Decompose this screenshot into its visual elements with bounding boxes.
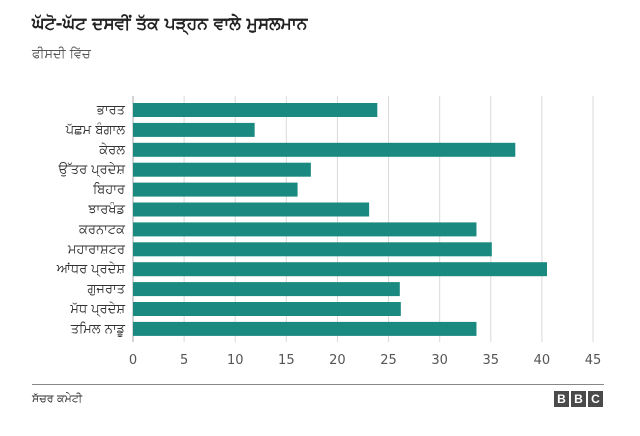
category-label: ਉੱਤਰ ਪ੍ਰਦੇਸ਼ (57, 163, 125, 179)
category-label: ਆਂਧਰ ਪ੍ਰਦੇਸ਼ (56, 262, 126, 278)
category-label: ਮਹਾਰਾਸ਼ਟਰ (67, 242, 126, 257)
category-label: ਕਰਨਾਟਕ (78, 222, 126, 237)
category-label: ਝਾਰਖੰਡ (87, 202, 125, 218)
x-tick-label: 0 (129, 353, 137, 368)
category-label: ਮੱਧ ਪ੍ਰਦੇਸ਼ (69, 302, 125, 318)
bbc-logo: B B C (554, 391, 603, 407)
category-label: ਗੁਜਰਾਤ (86, 282, 125, 297)
x-tick-label: 30 (431, 353, 448, 368)
bar (133, 282, 400, 297)
x-tick-label: 45 (585, 353, 602, 368)
bar (133, 222, 477, 237)
gridlines (132, 96, 594, 342)
category-label: ਬਿਹਾਰ (92, 183, 126, 198)
bar (133, 302, 401, 316)
chart-subtitle: ਫੀਸਦੀ ਵਿੱਚ (32, 47, 91, 62)
bar (133, 262, 547, 277)
bars (133, 103, 547, 336)
category-label: ਭਾਰਤ (96, 103, 126, 118)
bbc-logo-letter: C (588, 391, 603, 407)
bar (133, 122, 255, 137)
bar (133, 321, 477, 336)
source-text: ਸੱਚਰ ਕਮੇਟੀ (32, 392, 83, 405)
x-tick-label: 15 (278, 353, 295, 368)
bar (133, 202, 370, 217)
bar (133, 162, 311, 177)
bar (133, 182, 298, 197)
x-tick-labels: 0 5 10 15 20 25 30 35 40 45 (129, 353, 601, 368)
x-tick-label: 40 (534, 353, 551, 368)
x-tick-label: 10 (227, 353, 244, 368)
bbc-logo-letter: B (554, 391, 569, 407)
bar (133, 242, 492, 257)
category-labels: ਭਾਰਤ ਪੱਛਮ ਬੰਗਾਲ ਕੇਰਲ ਉੱਤਰ ਪ੍ਰਦੇਸ਼ ਬਿਹਾਰ ਝਾਰਖੰ… (56, 103, 126, 337)
x-tick-label: 5 (180, 353, 188, 368)
footer-divider (32, 384, 604, 385)
bbc-logo-letter: B (571, 391, 586, 407)
category-label: ਕੇਰਲ (98, 143, 125, 158)
x-tick-label: 20 (329, 353, 346, 368)
bar (133, 142, 516, 157)
bar (133, 103, 378, 117)
x-tick-label: 35 (483, 353, 500, 368)
x-tick-label: 25 (380, 353, 397, 368)
category-label: ਤਮਿਲ ਨਾਡੂ (70, 322, 126, 337)
category-label: ਪੱਛਮ ਬੰਗਾਲ (65, 122, 125, 138)
chart-title: ਘੱਟੋ-ਘੱਟ ਦਸਵੀਂ ਤੱਕ ਪੜ੍ਹਨ ਵਾਲੇ ਮੁਸਲਮਾਨ (32, 14, 308, 34)
